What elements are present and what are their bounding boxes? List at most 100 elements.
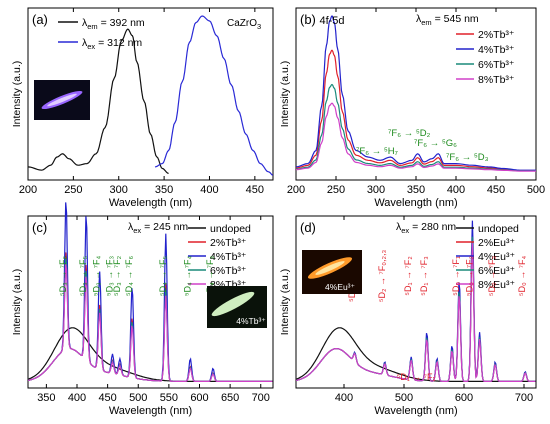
transition-label: ⁵D₄ → ⁷F₅ (158, 255, 168, 296)
x-tick-label: 450 (98, 392, 116, 404)
x-tick-label: 600 (455, 392, 473, 404)
legend-title: λex = 245 nm (128, 221, 188, 235)
legend-label: 4%Tb³⁺ (478, 44, 515, 56)
x-tick-label: 200 (19, 184, 37, 196)
inset-glow-core (315, 261, 345, 275)
series-line-5 (295, 243, 536, 382)
transition-label: ⁵D₄ → ⁷F₆ (124, 255, 134, 296)
x-tick-label: 400 (200, 184, 218, 196)
series-line-2 (295, 15, 536, 171)
x-tick-label: 600 (190, 392, 208, 404)
transition-label: ⁵D₃ → ⁷F₆ (58, 255, 68, 296)
panel-label: (d) (300, 220, 316, 235)
transition-label: ⁵D₃ → ⁷F₄ (92, 256, 102, 297)
peak-label: 4f-5d (319, 15, 344, 27)
inset-glow-core (47, 93, 77, 107)
legend-label: 6%Eu³⁺ (478, 265, 516, 277)
y-axis-label: Intensity (a.u.) (279, 269, 291, 336)
x-tick-label: 450 (246, 184, 264, 196)
series-line-5 (27, 264, 273, 382)
transition-label: ⁵D₃ → ⁷F₅ (78, 255, 88, 296)
legend-label: 2%Eu³⁺ (478, 237, 516, 249)
series-line-3 (295, 83, 536, 172)
legend-label: undoped (478, 223, 519, 235)
x-tick-label: 200 (287, 184, 305, 196)
x-tick-label: 350 (407, 184, 425, 196)
transition-label: ⁵D₁ → ⁷F₁ (396, 372, 435, 382)
transition-label: ⁵D₀ → ⁷F₄ (517, 255, 527, 296)
transition-label: ⁵D₄ → ⁷F₃ (205, 256, 215, 297)
transition-label: ⁷F₆ → ⁵D₃ (446, 152, 489, 163)
transition-label: ⁵D₁ → ⁷F₂ (403, 256, 413, 296)
legend-label: 4%Eu³⁺ (478, 251, 516, 263)
transition-label: ⁵D₀ → ⁷F₂ (464, 255, 474, 296)
panel-label: (a) (32, 12, 48, 27)
x-axis-label: Wavelength (nm) (374, 405, 457, 417)
plot-frame (27, 215, 274, 389)
y-axis-label: Intensity (a.u.) (11, 61, 23, 128)
series-line-1 (27, 28, 169, 174)
series-line-1 (295, 49, 536, 172)
inset-label: 4%Tb³⁺ (236, 316, 266, 326)
transition-label: ⁵D₀ → ⁷F₃ (487, 255, 497, 296)
legend-label: 4%Tb³⁺ (210, 251, 247, 263)
series-line-2 (154, 15, 274, 176)
legend-label: λex = 312 nm (82, 37, 142, 51)
legend-label: 6%Tb³⁺ (478, 59, 515, 71)
inset-label: 4%Eu³⁺ (325, 282, 356, 292)
panel-b: 200 250 300 350 400 450 500 Wavelength (nm) Inte… (279, 7, 545, 209)
panel-d: 400 500 600 700 Wavelength (nm) Intensity (a.… (279, 215, 537, 417)
transition-label: ⁵D₀ → ⁷F₁ (451, 256, 461, 296)
x-tick-label: 350 (155, 184, 173, 196)
legend-label: 6%Tb³⁺ (210, 265, 247, 277)
legend-title: λex = 280 nm (396, 221, 456, 235)
x-tick-label: 450 (487, 184, 505, 196)
x-tick-label: 400 (68, 392, 86, 404)
x-tick-label: 350 (37, 392, 55, 404)
x-tick-label: 500 (395, 392, 413, 404)
y-axis-label: Intensity (a.u.) (11, 269, 23, 336)
panel-label: (b) (300, 12, 316, 27)
x-tick-label: 700 (252, 392, 270, 404)
legend-label: 8%Tb³⁺ (478, 74, 515, 86)
transition-label: ⁵D₁ → ⁷F₃ (419, 256, 429, 296)
plot-frame (27, 7, 274, 181)
x-tick-label: 500 (527, 184, 545, 196)
x-tick-label: 400 (335, 392, 353, 404)
transition-label: ⁵D₃ → ⁷F₃ (105, 256, 115, 297)
series-line-1 (27, 327, 273, 382)
inset-glow (211, 291, 255, 317)
x-axis-label: Wavelength (nm) (109, 405, 192, 417)
x-tick-label: 300 (367, 184, 385, 196)
plot-frame (295, 215, 537, 389)
legend-label: 2%Tb³⁺ (478, 29, 515, 41)
panel-a: 200 250 300 350 400 450 Wavelength (nm) Intensi… (11, 7, 274, 209)
transition-label: ⁷F₆ → ⁵G₆ (414, 138, 457, 149)
transition-label: ⁷F₆ → ⁵H₇ (356, 146, 398, 157)
panel-c: 350 400 450 500 550 600 650 700 Wavelength (nm) I… (11, 202, 274, 417)
y-axis-label: Intensity (a.u.) (279, 61, 291, 128)
x-axis-label: Wavelength (nm) (374, 197, 457, 209)
panel-label: (c) (32, 220, 47, 235)
transition-label: ⁵D₄ → ⁷F₄ (182, 256, 192, 297)
x-tick-label: 700 (515, 392, 533, 404)
legend-label: undoped (210, 223, 251, 235)
x-tick-label: 650 (221, 392, 239, 404)
annotation-compound: CaZrO3 (227, 18, 261, 31)
x-tick-label: 250 (64, 184, 82, 196)
x-tick-label: 500 (129, 392, 147, 404)
legend-title: λem = 545 nm (416, 13, 479, 27)
transition-label: ⁷F₆ → ⁵D₂ (388, 128, 431, 139)
x-tick-label: 300 (110, 184, 128, 196)
series-line-4 (295, 102, 536, 172)
x-tick-label: 550 (160, 392, 178, 404)
legend-label: 2%Tb³⁺ (210, 237, 247, 249)
transition-label: ⁵D₂ → ⁷F₀,₂,₃ (377, 249, 387, 302)
transition-label: ⁵D₃ → ⁷F₂ (112, 255, 122, 296)
series-line-1 (295, 327, 536, 382)
x-tick-label: 250 (327, 184, 345, 196)
legend-label: 8%Eu³⁺ (478, 279, 516, 291)
x-tick-label: 400 (447, 184, 465, 196)
legend-label: λem = 392 nm (82, 17, 145, 31)
